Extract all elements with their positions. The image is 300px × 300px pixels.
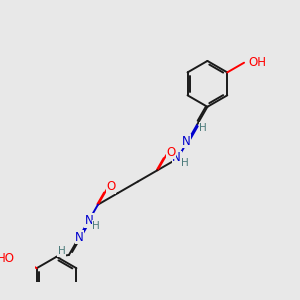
Text: OH: OH (248, 56, 266, 69)
Text: N: N (182, 134, 190, 148)
Text: HO: HO (0, 252, 15, 265)
Text: N: N (85, 214, 94, 227)
Text: H: H (92, 221, 100, 231)
Text: O: O (106, 180, 116, 193)
Text: O: O (166, 146, 176, 159)
Text: N: N (172, 151, 181, 164)
Text: N: N (75, 231, 84, 244)
Text: H: H (199, 123, 207, 133)
Text: H: H (182, 158, 189, 168)
Text: H: H (58, 247, 66, 256)
